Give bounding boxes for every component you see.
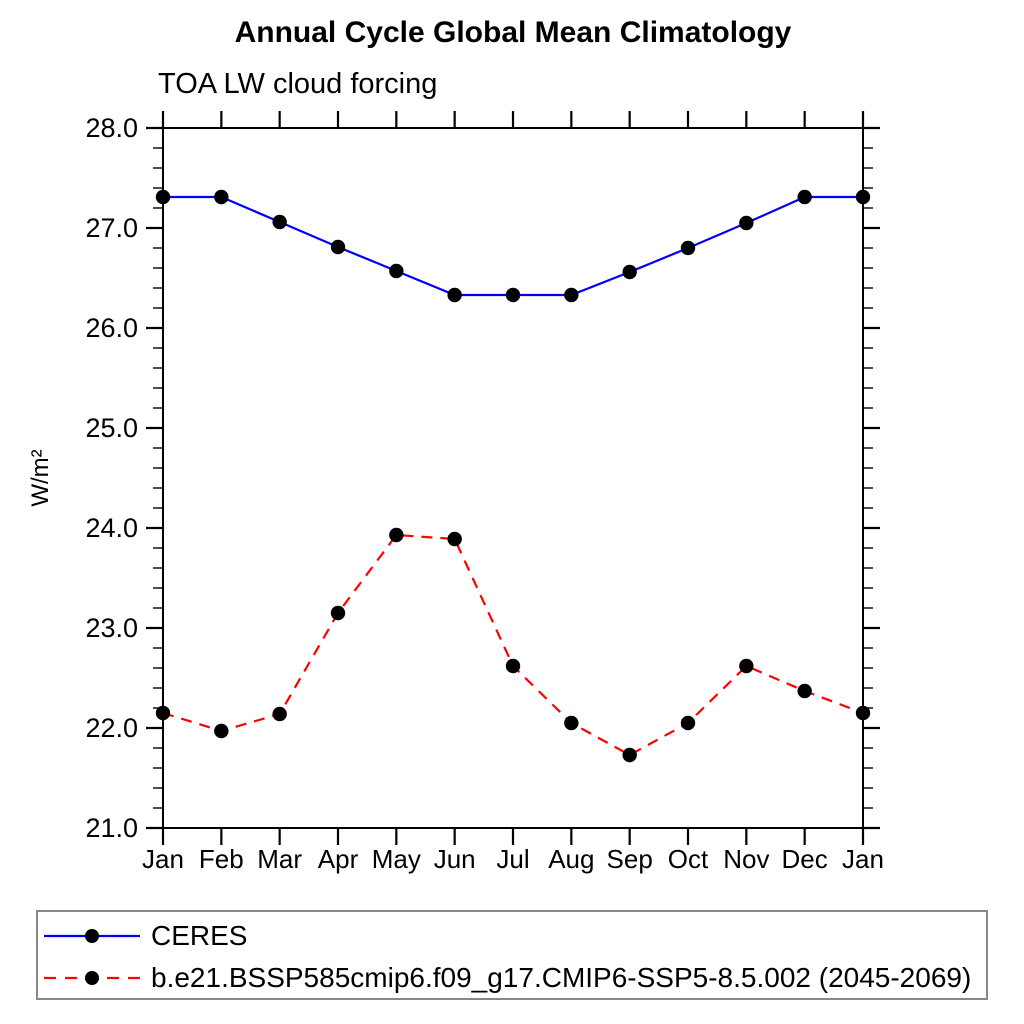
data-point-marker bbox=[505, 287, 521, 303]
data-point-marker bbox=[564, 715, 579, 731]
x-tick-label: Oct bbox=[668, 844, 709, 874]
legend-line-ceres-sample bbox=[44, 929, 140, 943]
x-axis-ticks bbox=[161, 111, 865, 845]
data-point-marker bbox=[622, 264, 637, 280]
chart-subtitle: TOA LW cloud forcing bbox=[158, 68, 438, 100]
legend-item-ceres: CERES bbox=[44, 918, 247, 954]
data-point-marker bbox=[214, 723, 229, 739]
y-tick-label: 22.0 bbox=[85, 713, 138, 743]
data-point-marker bbox=[855, 705, 871, 721]
y-tick-label: 23.0 bbox=[85, 613, 138, 643]
x-tick-label: Feb bbox=[199, 844, 244, 874]
data-point-marker bbox=[739, 658, 754, 674]
data-point-marker bbox=[272, 706, 287, 722]
data-point-marker bbox=[739, 215, 754, 231]
series-line-1 bbox=[162, 533, 864, 757]
x-tick-label: Sep bbox=[607, 844, 653, 874]
x-tick-label: Nov bbox=[723, 844, 769, 874]
data-point-marker bbox=[680, 715, 696, 731]
y-tick-label: 21.0 bbox=[85, 813, 138, 843]
x-tick-label: Jan bbox=[142, 844, 184, 874]
data-point-marker bbox=[330, 239, 346, 255]
legend-label-ceres: CERES bbox=[151, 920, 248, 951]
plot-frame bbox=[162, 127, 864, 829]
x-tick-label: Aug bbox=[548, 844, 594, 874]
y-tick-label: 24.0 bbox=[85, 513, 138, 543]
legend-item-model: b.e21.BSSP585cmip6.f09_g17.CMIP6-SSP5-8.… bbox=[44, 960, 971, 996]
data-point-marker bbox=[389, 263, 404, 279]
data-point-marker bbox=[622, 747, 637, 763]
y-tick-label: 26.0 bbox=[85, 313, 138, 343]
data-point-marker bbox=[680, 240, 696, 256]
y-tick-label: 25.0 bbox=[85, 413, 138, 443]
data-point-marker bbox=[155, 705, 171, 721]
plot-border bbox=[162, 127, 864, 829]
x-tick-label: Apr bbox=[318, 844, 359, 874]
y-axis-ticks bbox=[146, 126, 880, 830]
y-tick-label: 27.0 bbox=[85, 213, 138, 243]
data-point-marker bbox=[447, 287, 462, 303]
legend-line-model-sample bbox=[44, 971, 140, 985]
data-point-marker bbox=[797, 189, 812, 205]
x-tick-label: Jun bbox=[434, 844, 476, 874]
data-point-marker bbox=[505, 658, 521, 674]
data-point-marker bbox=[564, 287, 579, 303]
x-tick-label: Jul bbox=[496, 844, 529, 874]
legend-label-model: b.e21.BSSP585cmip6.f09_g17.CMIP6-SSP5-8.… bbox=[151, 962, 972, 993]
data-series bbox=[155, 189, 871, 763]
x-tick-label: Dec bbox=[782, 844, 828, 874]
legend: CERES b.e21.BSSP585cmip6.f09_g17.CMIP6-S… bbox=[36, 910, 988, 1000]
data-point-marker bbox=[214, 189, 229, 205]
x-tick-label: May bbox=[372, 844, 421, 874]
data-point-marker bbox=[797, 683, 812, 699]
x-tick-label: Jan bbox=[842, 844, 884, 874]
data-point-marker bbox=[155, 189, 171, 205]
data-point-marker bbox=[447, 531, 462, 547]
data-point-marker bbox=[389, 527, 404, 543]
data-point-marker bbox=[855, 189, 871, 205]
x-tick-label: Mar bbox=[257, 844, 302, 874]
x-axis-tick-labels: Jan Feb Mar Apr May Jun Jul Aug Sep Oct Nov Dec Jan bbox=[142, 844, 884, 874]
y-axis-tick-labels: 21.0 22.0 23.0 24.0 25.0 26.0 27.0 28.0 bbox=[85, 113, 138, 843]
data-point-marker bbox=[272, 214, 287, 230]
chart-title: Annual Cycle Global Mean Climatology bbox=[234, 16, 792, 49]
y-axis-title: W/m² bbox=[27, 449, 54, 506]
y-tick-label: 28.0 bbox=[85, 113, 138, 143]
series-line-0 bbox=[163, 195, 863, 297]
data-point-marker bbox=[330, 605, 346, 621]
